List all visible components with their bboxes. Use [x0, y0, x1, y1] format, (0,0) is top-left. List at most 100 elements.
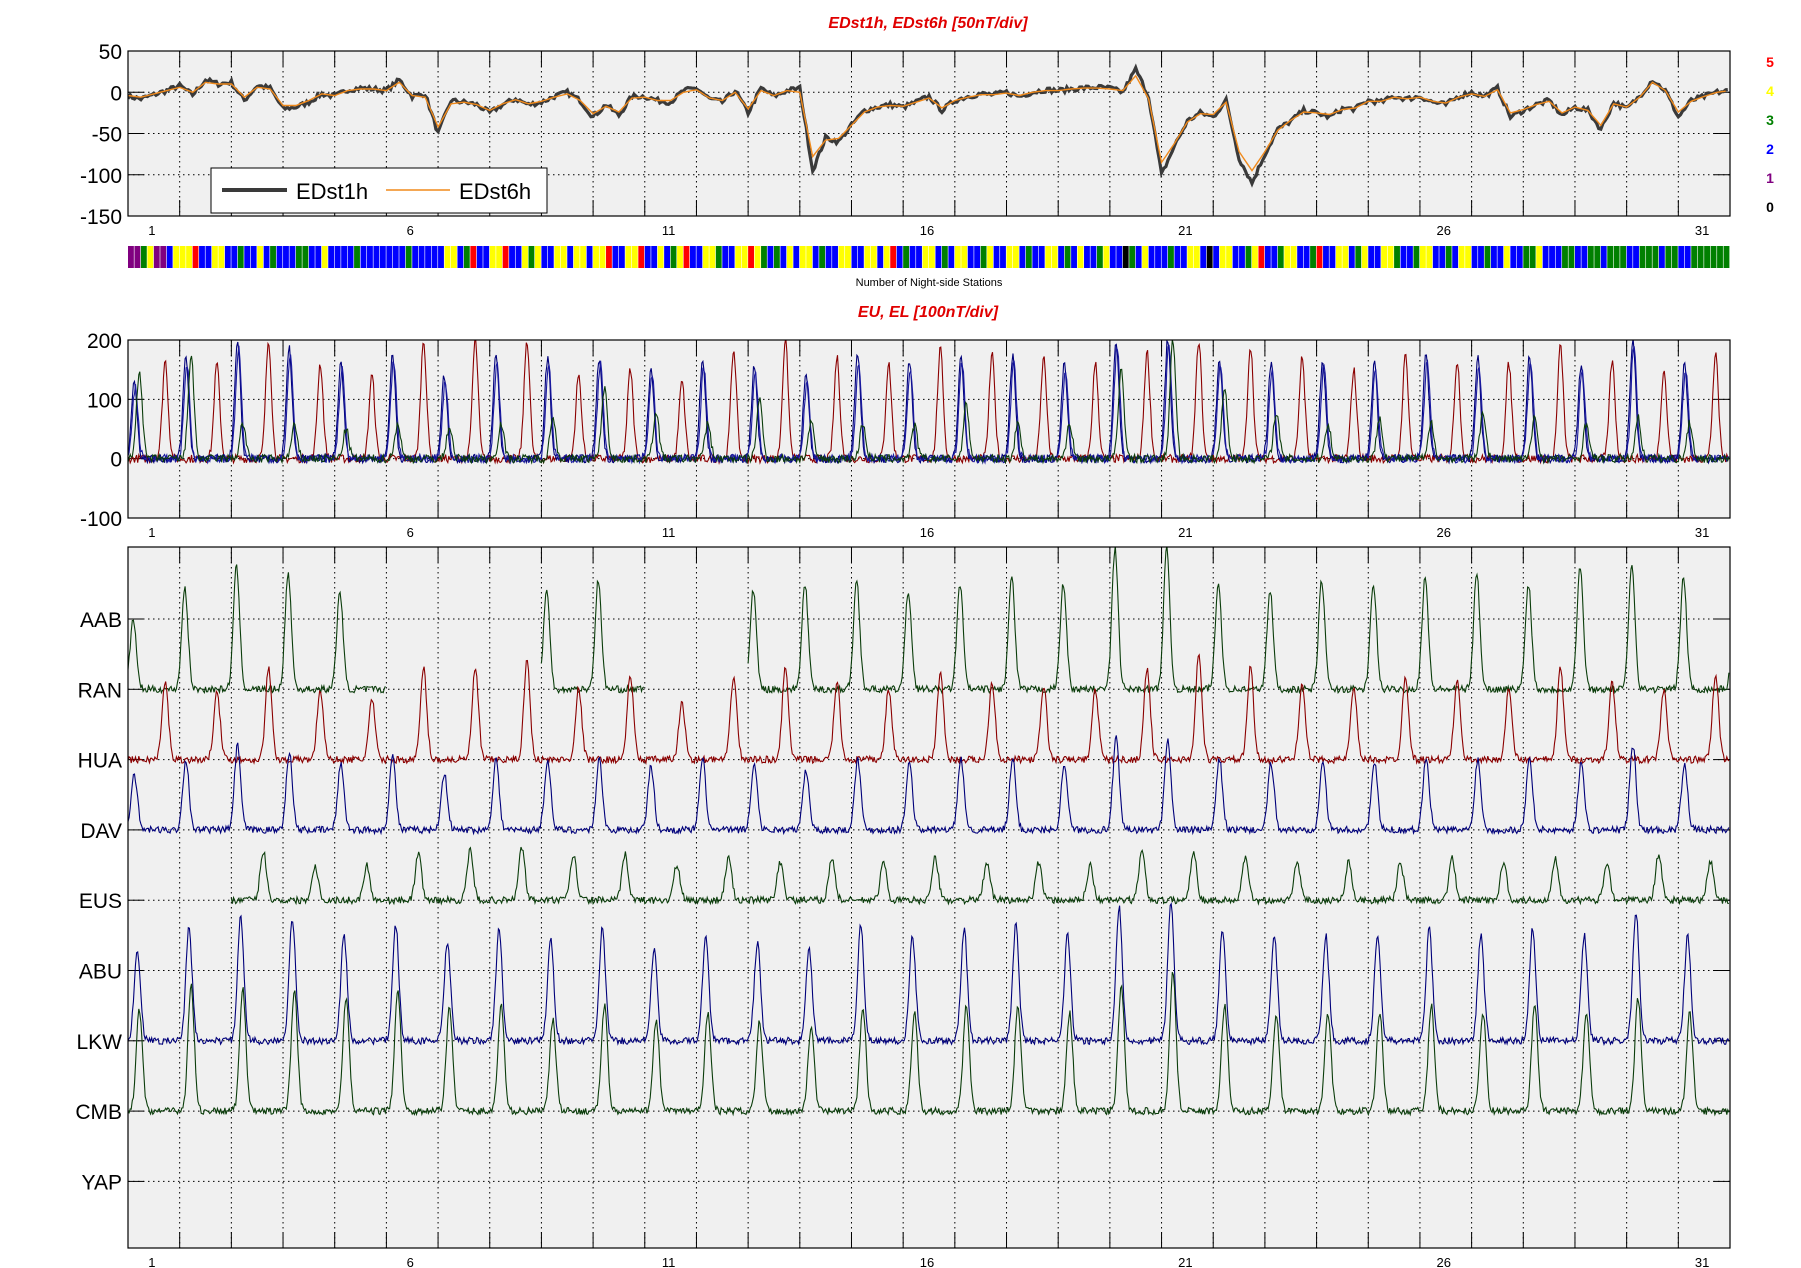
colorbar-cell — [651, 246, 658, 268]
colorbar-cell — [489, 246, 496, 268]
edst-ytick-label: -100 — [80, 165, 122, 188]
legend-label-edst6h: EDst6h — [459, 179, 531, 204]
colorbar-cell — [599, 246, 606, 268]
colorbar-cell — [1723, 246, 1730, 268]
colorbar-cell — [1633, 246, 1639, 268]
eu-el-xtick-label: 16 — [920, 525, 934, 540]
colorbar-cell — [1620, 246, 1627, 268]
colorbar-cell — [179, 246, 186, 268]
colorbar-cell — [1303, 246, 1310, 268]
colorbar-cell — [496, 246, 503, 268]
colorbar-cell — [1277, 246, 1284, 268]
station-plot-border — [127, 546, 1731, 1249]
colorbar-cell — [1096, 246, 1103, 268]
colorbar-cell — [302, 246, 309, 268]
colorbar-cell — [1155, 246, 1161, 268]
colorbar-cell — [657, 246, 664, 268]
colorbar-cell — [864, 246, 871, 268]
trace-blue-dav — [128, 735, 1730, 836]
eu-el-ytick-label: 0 — [110, 449, 122, 472]
colorbar-cell — [173, 246, 180, 268]
colorbar-cell — [780, 246, 787, 268]
colorbar-cell — [1574, 246, 1581, 268]
colorbar-cell — [832, 246, 838, 268]
colorbar-cell — [140, 246, 147, 268]
colorbar-cell — [1084, 246, 1090, 268]
colorbar-cell — [987, 246, 993, 268]
colorbar-cell — [1012, 246, 1019, 268]
edst-xtick-label: 6 — [407, 223, 414, 238]
colorbar-cell — [1064, 246, 1071, 268]
colorbar-cell — [1187, 246, 1194, 268]
station-label-hua: HUA — [78, 750, 122, 773]
colorbar-cell — [903, 246, 910, 268]
colorbar-cell — [1562, 246, 1568, 268]
colorbar-cell — [767, 246, 774, 268]
colorbar-cell — [315, 246, 322, 268]
colorbar-cell — [1671, 246, 1678, 268]
colorbar-cell — [806, 246, 813, 268]
colorbar-cell — [877, 246, 884, 268]
colorbar-cell — [1038, 246, 1045, 268]
colorbar-cell — [735, 246, 742, 268]
colorbar-cell — [250, 246, 257, 268]
colorbar-cell — [748, 246, 754, 268]
colorbar-cell — [1025, 246, 1032, 268]
station-label-lkw: LKW — [76, 1031, 122, 1054]
colorbar-cell — [1432, 246, 1439, 268]
colorbar-cell — [1710, 246, 1717, 268]
count-legend-4: 4 — [1766, 83, 1774, 99]
colorbar-cell — [425, 246, 432, 268]
colorbar-cell — [134, 246, 141, 268]
colorbar-cell — [224, 246, 231, 268]
colorbar-cell — [1458, 246, 1465, 268]
colorbar-cell — [1122, 246, 1129, 268]
colorbar-cell — [1594, 246, 1601, 268]
station-count-legend: 5 4 3 2 1 0 — [1766, 54, 1774, 215]
colorbar-cell — [1116, 246, 1123, 268]
colorbar-cell — [922, 246, 929, 268]
colorbar-cell — [625, 246, 632, 268]
colorbar-cell — [1051, 246, 1058, 268]
edst-xtick-label: 26 — [1437, 223, 1451, 238]
colorbar-cell — [244, 246, 251, 268]
colorbar-cell — [1290, 246, 1297, 268]
colorbar-cell — [211, 246, 218, 268]
edst-ytick-label: -150 — [80, 206, 122, 229]
edst-border — [127, 50, 1731, 217]
colorbar-cell — [683, 246, 690, 268]
colorbar-cell — [405, 246, 412, 268]
colorbar-cell — [1239, 246, 1245, 268]
colorbar-cell — [1129, 246, 1136, 268]
eu-el-xtick-label: 31 — [1695, 525, 1709, 540]
colorbar-cell — [444, 246, 451, 268]
colorbar-cell — [1516, 246, 1523, 268]
colorbar-cell — [1678, 246, 1685, 268]
colorbar-cell — [1400, 246, 1407, 268]
colorbar-cell — [522, 246, 528, 268]
colorbar-cell — [231, 246, 238, 268]
colorbar-cell — [547, 246, 554, 268]
colorbar-cell — [205, 246, 212, 268]
eu-el-xtick-label: 6 — [407, 525, 414, 540]
edst-ytick-label: -50 — [92, 124, 122, 147]
eu-el-border — [127, 339, 1731, 519]
colorbar-cell — [825, 246, 832, 268]
eu-el-xtick-label: 11 — [662, 525, 676, 540]
colorbar-cell — [186, 246, 192, 268]
colorbar-cell — [1523, 246, 1530, 268]
colorbar-cell — [1549, 246, 1555, 268]
eu-el-xtick-label: 1 — [148, 525, 155, 540]
station-xtick-label: 1 — [148, 1255, 155, 1268]
colorbar-cell — [909, 246, 916, 268]
colorbar-cell — [1251, 246, 1258, 268]
colorbar-cell — [586, 246, 593, 268]
colorbar-cell — [1361, 246, 1368, 268]
colorbar-cell — [1368, 246, 1375, 268]
colorbar-cell — [1213, 246, 1220, 268]
colorbar-cell — [1445, 246, 1452, 268]
series-eu-navy — [128, 344, 1730, 465]
colorbar-cell — [199, 246, 205, 268]
colorbar-cell — [1652, 246, 1659, 268]
colorbar-cell — [1600, 246, 1607, 268]
